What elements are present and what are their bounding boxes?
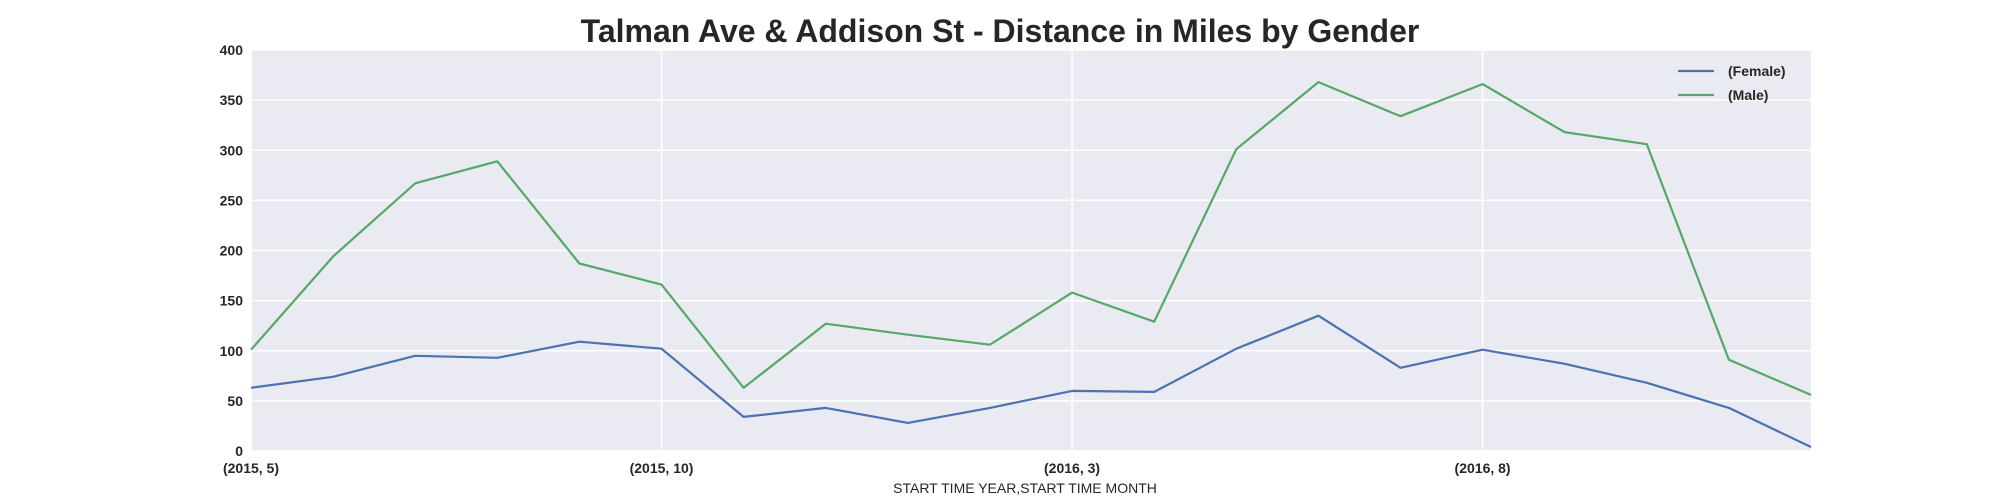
y-tick-label: 150	[220, 293, 244, 309]
chart-title: Talman Ave & Addison St - Distance in Mi…	[581, 13, 1420, 49]
x-tick-label: (2015, 5)	[223, 460, 279, 476]
series-line-1	[250, 80, 1812, 396]
y-tick-label: 100	[220, 343, 244, 359]
series-line-0	[250, 314, 1812, 448]
x-axis-ticks: (2015, 5) (2015, 10) (2016, 3) (2016, 8)	[223, 460, 1511, 476]
y-tick-label: 50	[227, 393, 243, 409]
legend-label: (Female)	[1728, 63, 1786, 79]
y-tick-label: 350	[220, 92, 244, 108]
series-lines	[250, 80, 1812, 448]
y-tick-label: 400	[220, 42, 244, 58]
x-tick-label: (2015, 10)	[630, 460, 694, 476]
y-tick-label: 200	[220, 243, 244, 259]
y-tick-label: 0	[235, 443, 243, 459]
y-tick-label: 300	[220, 142, 244, 158]
legend: (Female) (Male)	[1678, 63, 1786, 103]
x-axis-label: START TIME YEAR,START TIME MONTH	[893, 480, 1157, 496]
y-axis-ticks: 0 50 100 150 200 250 300 350 400	[220, 42, 244, 459]
x-tick-label: (2016, 8)	[1455, 460, 1511, 476]
y-tick-label: 250	[220, 192, 244, 208]
x-tick-label: (2016, 3)	[1044, 460, 1100, 476]
grid-lines	[250, 49, 1811, 452]
legend-label: (Male)	[1728, 87, 1768, 103]
